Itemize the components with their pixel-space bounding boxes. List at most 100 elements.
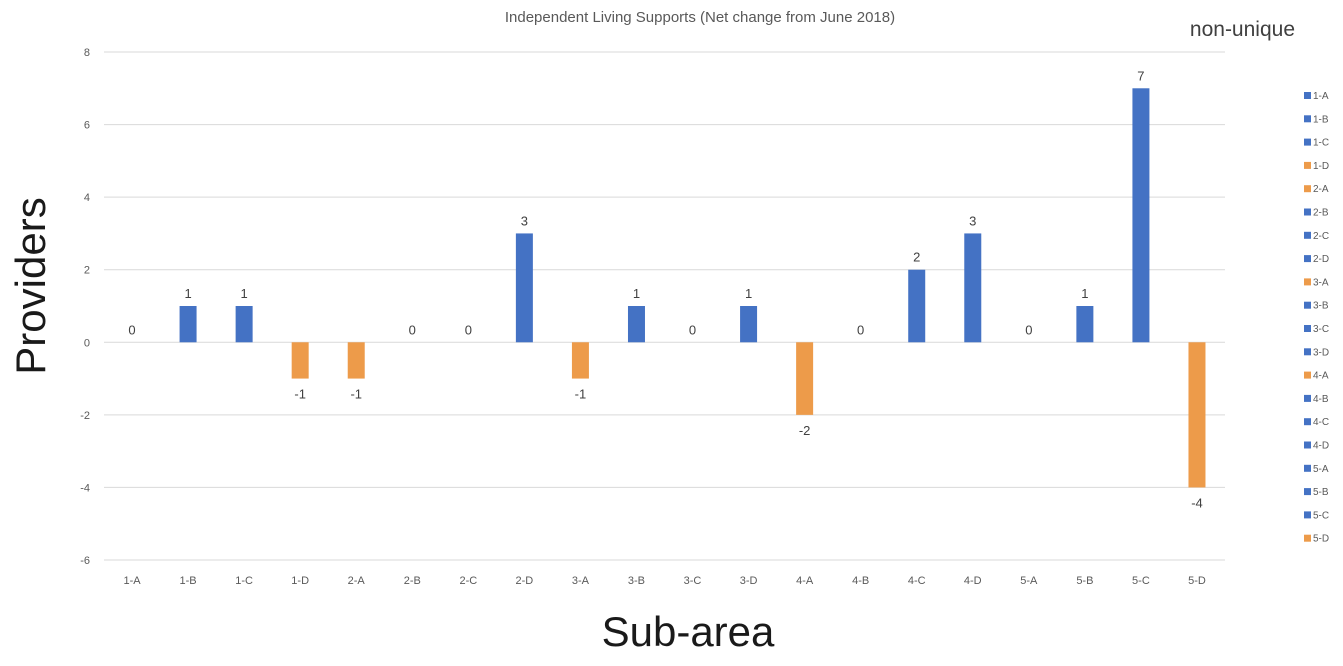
legend-item-3-A: 3-A xyxy=(1304,277,1329,288)
legend-swatch xyxy=(1304,348,1311,356)
chart-title: Independent Living Supports (Net change … xyxy=(505,9,895,26)
data-label-4-A: -2 xyxy=(799,423,811,438)
bar-5-C xyxy=(1132,88,1150,343)
legend-item-2-D: 2-D xyxy=(1304,254,1329,265)
data-label-2-C: 0 xyxy=(465,322,472,337)
bar-5-D xyxy=(1188,342,1206,488)
legend-swatch xyxy=(1304,394,1311,402)
legend-swatch xyxy=(1304,161,1311,169)
legend-item-3-B: 3-B xyxy=(1304,301,1329,312)
data-labels: 0 1 1 -1 -1 0 0 3 -1 1 0 1 -2 0 2 3 0 1 7 -4 xyxy=(128,68,1202,510)
data-label-2-B: 0 xyxy=(409,322,416,337)
y-tick-label: 0 xyxy=(84,337,90,349)
legend-swatch xyxy=(1304,464,1311,472)
legend-swatch xyxy=(1304,278,1311,286)
y-axis-title: Providers xyxy=(7,197,54,374)
legend-item-3-C: 3-C xyxy=(1304,324,1329,335)
legend-swatch xyxy=(1304,418,1311,426)
bar-1-B xyxy=(179,306,197,343)
legend-label: 2-C xyxy=(1313,231,1329,242)
y-tick-label: 6 xyxy=(84,120,90,132)
legend-item-4-A: 4-A xyxy=(1304,371,1329,382)
legend-item-2-C: 2-C xyxy=(1304,231,1329,242)
x-tick-label: 3-D xyxy=(740,575,758,587)
data-label-4-C: 2 xyxy=(913,250,920,265)
x-tick-label: 4-D xyxy=(964,575,982,587)
legend-label: 2-A xyxy=(1313,184,1329,195)
x-tick-label: 1-B xyxy=(180,575,197,587)
legend-label: 5-D xyxy=(1313,534,1329,545)
x-tick-label: 1-A xyxy=(123,575,141,587)
legend-label: 1-A xyxy=(1313,91,1329,102)
x-tick-label: 1-D xyxy=(291,575,309,587)
data-label-2-A: -1 xyxy=(350,387,362,402)
bar-1-C xyxy=(235,306,253,343)
x-tick-label: 3-C xyxy=(684,575,702,587)
bar-4-D xyxy=(964,233,982,343)
x-tick-label: 5-D xyxy=(1188,575,1206,587)
data-label-3-D: 1 xyxy=(745,286,752,301)
x-axis-title: Sub-area xyxy=(602,608,775,655)
bar-3-B xyxy=(627,306,645,343)
gridlines xyxy=(104,51,1225,561)
data-label-5-A: 0 xyxy=(1025,322,1032,337)
legend-item-4-B: 4-B xyxy=(1304,394,1329,405)
legend-swatch xyxy=(1304,92,1311,99)
legend-swatch xyxy=(1304,208,1311,216)
chart-annotation: non-unique xyxy=(1190,18,1295,41)
x-tick-label: 3-B xyxy=(628,575,645,587)
y-tick-label: 8 xyxy=(84,47,90,59)
x-tick-label: 5-A xyxy=(1020,575,1038,587)
legend-swatch xyxy=(1304,231,1311,239)
data-label-5-D: -4 xyxy=(1191,495,1203,510)
x-tick-label: 2-A xyxy=(348,575,366,587)
legend-item-5-C: 5-C xyxy=(1304,510,1329,521)
legend-label: 4-B xyxy=(1313,394,1329,405)
legend-swatch xyxy=(1304,301,1311,309)
x-tick-label: 2-B xyxy=(404,575,421,587)
legend-item-2-A: 2-A xyxy=(1304,184,1329,195)
legend-item-1-A: 1-A xyxy=(1304,91,1329,102)
legend-label: 5-B xyxy=(1313,487,1329,498)
legend-label: 1-C xyxy=(1313,138,1329,149)
legend-label: 3-A xyxy=(1313,277,1329,288)
x-tick-label: 4-C xyxy=(908,575,926,587)
legend-label: 4-A xyxy=(1313,371,1329,382)
y-tick-label: -4 xyxy=(80,482,90,494)
legend-label: 4-C xyxy=(1313,417,1329,428)
legend-label: 5-C xyxy=(1313,510,1329,521)
legend-item-1-C: 1-C xyxy=(1304,138,1329,149)
bar-5-B xyxy=(1076,306,1094,343)
legend-swatch xyxy=(1304,441,1311,449)
data-label-5-B: 1 xyxy=(1081,286,1088,301)
data-label-3-A: -1 xyxy=(575,387,587,402)
data-label-1-D: -1 xyxy=(294,387,306,402)
legend-label: 2-B xyxy=(1313,208,1329,219)
legend-swatch xyxy=(1304,371,1311,379)
x-tick-label: 1-C xyxy=(235,575,253,587)
x-tick-label: 4-B xyxy=(852,575,869,587)
data-label-3-B: 1 xyxy=(633,286,640,301)
bar-2-D xyxy=(515,233,533,343)
bar-3-A xyxy=(571,342,589,379)
data-label-4-B: 0 xyxy=(857,322,864,337)
x-tick-label: 5-B xyxy=(1076,575,1093,587)
legend-swatch xyxy=(1304,138,1311,146)
data-label-1-B: 1 xyxy=(184,286,191,301)
y-axis-ticks: -6 -4 -2 0 2 4 6 8 xyxy=(80,47,90,567)
bar-4-C xyxy=(908,269,926,343)
legend-swatch xyxy=(1304,325,1311,332)
y-tick-label: 4 xyxy=(84,192,90,204)
legend-label: 3-B xyxy=(1313,301,1329,312)
x-tick-label: 2-D xyxy=(516,575,534,587)
legend-item-3-D: 3-D xyxy=(1304,347,1329,358)
y-tick-label: 2 xyxy=(84,265,90,277)
legend-label: 1-B xyxy=(1313,114,1329,125)
legend-swatch xyxy=(1304,185,1311,193)
legend-swatch xyxy=(1304,488,1311,496)
data-label-1-C: 1 xyxy=(241,286,248,301)
y-tick-label: -6 xyxy=(80,555,90,567)
bars xyxy=(179,88,1206,488)
legend-item-1-D: 1-D xyxy=(1304,161,1329,172)
data-label-4-D: 3 xyxy=(969,213,976,228)
